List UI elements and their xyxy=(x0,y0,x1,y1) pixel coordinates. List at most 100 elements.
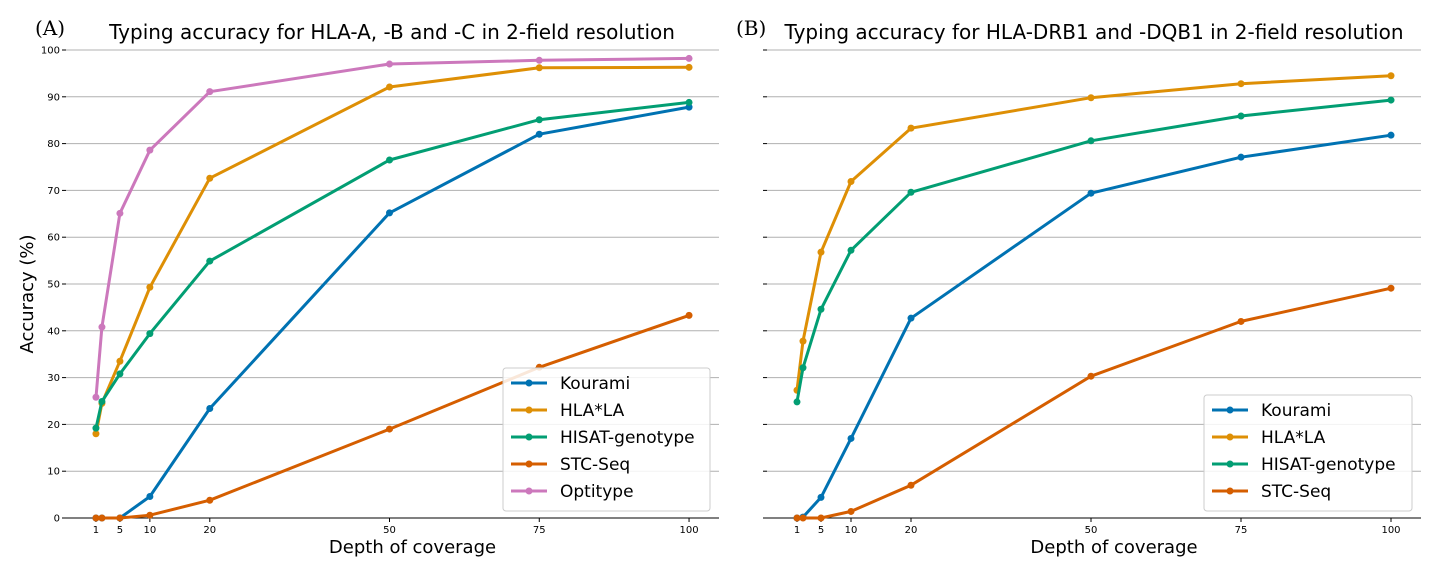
chart-title: Typing accuracy for HLA-DRB1 and -DQB1 i… xyxy=(783,20,1403,44)
legend-marker xyxy=(525,406,533,414)
legend-label: Optitype xyxy=(560,482,634,502)
data-point xyxy=(206,174,214,182)
x-tick-label: 50 xyxy=(383,525,396,536)
data-point xyxy=(146,146,154,154)
legend-marker xyxy=(1226,460,1234,468)
y-tick-label: 30 xyxy=(47,373,60,384)
data-point xyxy=(1387,72,1395,80)
legend-marker xyxy=(1226,487,1234,495)
data-point xyxy=(907,314,915,322)
data-point xyxy=(386,60,394,68)
data-point xyxy=(1387,131,1395,139)
data-point xyxy=(847,507,855,515)
data-point xyxy=(1237,317,1245,325)
legend-label: HLA*LA xyxy=(560,401,625,421)
data-point xyxy=(206,496,214,504)
x-tick-label: 20 xyxy=(905,525,918,536)
data-point xyxy=(146,492,154,500)
data-point xyxy=(98,323,106,331)
data-point xyxy=(535,64,543,72)
data-point xyxy=(817,248,825,256)
y-tick-label: 40 xyxy=(47,326,60,337)
x-axis-label: Depth of coverage xyxy=(1030,537,1197,558)
data-point xyxy=(386,209,394,217)
series-line-hisat-genotype xyxy=(94,100,691,430)
data-point xyxy=(907,188,915,196)
legend-marker xyxy=(525,460,533,468)
data-point xyxy=(535,130,543,138)
y-axis-label: Accuracy (%) xyxy=(17,234,38,353)
series-line-kourami xyxy=(795,133,1393,520)
x-tick-label: 75 xyxy=(1235,525,1248,536)
data-point xyxy=(92,430,100,438)
legend-marker xyxy=(525,433,533,441)
data-point xyxy=(92,514,100,522)
series-line-hisat-genotype xyxy=(795,98,1393,404)
legend-label: Kourami xyxy=(560,374,630,394)
data-point xyxy=(116,209,124,217)
x-tick-label: 100 xyxy=(679,525,698,536)
data-point xyxy=(847,434,855,442)
data-point xyxy=(116,514,124,522)
data-point xyxy=(847,246,855,254)
data-point xyxy=(206,88,214,96)
y-tick-label: 60 xyxy=(47,233,60,244)
data-point xyxy=(1237,80,1245,88)
y-tick-label: 100 xyxy=(41,46,60,57)
x-tick-label: 1 xyxy=(794,525,800,536)
data-point xyxy=(685,311,693,319)
series-line-optitype xyxy=(94,56,691,399)
legend-marker xyxy=(1226,406,1234,414)
y-tick-label: 50 xyxy=(47,280,60,291)
legend-box xyxy=(502,367,711,512)
data-point xyxy=(799,364,807,372)
data-point xyxy=(907,124,915,132)
data-point xyxy=(685,63,693,71)
data-point xyxy=(146,283,154,291)
data-point xyxy=(847,178,855,186)
data-point xyxy=(817,493,825,501)
x-tick-label: 100 xyxy=(1381,525,1400,536)
data-point xyxy=(817,305,825,313)
data-point xyxy=(146,511,154,519)
panel-b: 1 5 10 20 50 75 100 Typing accuracy for HLA-DRB… xyxy=(736,16,1421,558)
data-point xyxy=(386,425,394,433)
x-tick-label: 75 xyxy=(533,525,546,536)
panel-label: (A) xyxy=(35,16,65,40)
x-tick-label: 10 xyxy=(845,525,858,536)
y-tick-label: 20 xyxy=(47,420,60,431)
panel-a: 0 10 20 30 40 50 60 70 80 90 100 1 5 10 20 50 75 100 Typin… xyxy=(17,16,719,558)
x-axis-label: Depth of coverage xyxy=(329,537,496,558)
data-point xyxy=(1237,153,1245,161)
data-point xyxy=(1087,189,1095,197)
data-point xyxy=(907,481,915,489)
data-point xyxy=(799,514,807,522)
legend-label: HISAT-genotype xyxy=(1261,455,1396,475)
data-point xyxy=(98,397,106,405)
data-point xyxy=(146,330,154,338)
data-point xyxy=(817,514,825,522)
data-point xyxy=(1087,94,1095,102)
data-point xyxy=(386,156,394,164)
legend-box xyxy=(1203,394,1413,512)
y-tick-label: 90 xyxy=(47,92,60,103)
data-point xyxy=(1387,284,1395,292)
y-tick-label: 70 xyxy=(47,186,60,197)
data-point xyxy=(116,357,124,365)
x-tick-label: 20 xyxy=(203,525,216,536)
data-point xyxy=(793,514,801,522)
data-point xyxy=(92,393,100,401)
x-tick-label: 10 xyxy=(144,525,157,536)
chart-title: Typing accuracy for HLA-A, -B and -C in … xyxy=(108,20,675,44)
x-tick-label: 50 xyxy=(1085,525,1098,536)
legend-label: STC-Seq xyxy=(560,455,630,475)
data-point xyxy=(92,424,100,432)
legend-label: HISAT-genotype xyxy=(560,428,695,448)
data-point xyxy=(98,514,106,522)
data-point xyxy=(793,398,801,406)
data-point xyxy=(535,116,543,124)
data-point xyxy=(206,257,214,265)
legend-label: HLA*LA xyxy=(1261,428,1326,448)
panel-label: (B) xyxy=(736,16,766,40)
